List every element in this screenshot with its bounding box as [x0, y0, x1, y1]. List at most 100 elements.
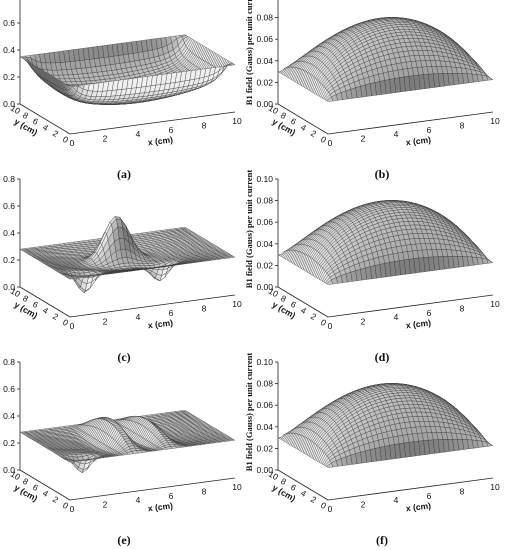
x-tick-label: 4 — [136, 312, 141, 322]
y-axis — [19, 103, 71, 135]
surface-mesh — [19, 34, 236, 105]
panel-caption: (c) — [117, 350, 130, 364]
panel-caption: (d) — [375, 350, 390, 364]
z-tick-label: 0.8 — [3, 0, 15, 1]
x-axis-label: x (cm) — [405, 317, 431, 330]
x-tick-label: 6 — [169, 125, 174, 135]
x-tick-label: 6 — [169, 308, 174, 318]
y-tick-label: 4 — [299, 122, 308, 133]
z-tick-label: 0.08 — [256, 13, 273, 23]
z-tick-label: 0.2 — [3, 438, 15, 448]
x-tick-label: 8 — [460, 303, 465, 313]
panel-caption: (a) — [117, 167, 131, 181]
x-tick-label: 8 — [202, 303, 207, 313]
x-tick-label: 4 — [136, 495, 141, 505]
x-tick-label: 0 — [70, 138, 75, 148]
surface-mesh — [277, 200, 494, 285]
z-tick-label: 0.0 — [3, 465, 15, 475]
x-axis-label: x (cm) — [147, 134, 173, 147]
y-tick-label: 6 — [31, 482, 40, 493]
y-tick-label: 0 — [61, 500, 70, 511]
surface-mesh — [19, 410, 236, 474]
z-tick-label: 0.6 — [3, 18, 15, 28]
z-tick-label: 0.06 — [256, 217, 273, 227]
z-tick-label: 0.04 — [256, 56, 273, 66]
z-tick-label: 0.10 — [256, 0, 273, 1]
x-tick-label: 6 — [427, 308, 432, 318]
y-tick-label: 10 — [9, 103, 22, 117]
z-tick-label: 0.0 — [3, 99, 15, 109]
x-tick-label: 8 — [460, 120, 465, 130]
z-tick-label: 0.04 — [256, 239, 273, 249]
z-tick-label: 0.02 — [256, 260, 273, 270]
z-tick-label: 0.00 — [256, 99, 273, 109]
surface-mesh — [277, 17, 494, 102]
x-tick-label: 8 — [202, 486, 207, 496]
z-tick-label: 0.4 — [3, 411, 15, 421]
y-tick-label: 4 — [41, 305, 50, 316]
y-axis — [19, 469, 71, 501]
y-tick-label: 0 — [61, 317, 70, 328]
x-axis-label: x (cm) — [405, 134, 431, 147]
z-tick-label: 0.8 — [3, 174, 15, 184]
y-tick-label: 2 — [51, 494, 60, 505]
y-tick-label: 10 — [9, 469, 22, 483]
y-tick-label: 2 — [309, 128, 318, 139]
x-axis — [69, 111, 236, 135]
y-tick-label: 2 — [51, 311, 60, 322]
y-tick-label: 8 — [279, 293, 288, 304]
z-tick-label: 0.10 — [256, 174, 273, 184]
y-tick-label: 6 — [31, 116, 40, 127]
y-axis — [277, 286, 329, 318]
y-tick-label: 0 — [61, 134, 70, 145]
z-tick-label: 0.4 — [3, 45, 15, 55]
y-axis — [19, 286, 71, 318]
x-tick-label: 4 — [394, 129, 399, 139]
z-axis-label: B1 field (Gauss) per unit current — [244, 0, 254, 105]
y-tick-label: 8 — [21, 476, 30, 487]
y-tick-label: 8 — [21, 110, 30, 121]
y-tick-label: 0 — [319, 134, 328, 145]
x-tick-label: 6 — [427, 125, 432, 135]
x-tick-label: 2 — [361, 317, 366, 327]
x-tick-label: 0 — [70, 321, 75, 331]
x-tick-label: 4 — [394, 312, 399, 322]
x-axis — [69, 477, 236, 501]
y-tick-label: 0 — [319, 317, 328, 328]
z-tick-label: 0.6 — [3, 384, 15, 394]
chart-panel-a: 0.0 0.2 0.4 0.6 0.8 B1 field (Gauss) per unit… — [0, 0, 258, 183]
x-tick-label: 10 — [490, 116, 500, 126]
chart-panel-c: 0.00.20.40.60.8B1 field (Gauss) per unit… — [0, 174, 258, 366]
surface-cell — [486, 75, 494, 81]
z-tick-label: 0.4 — [3, 228, 15, 238]
z-tick-label: 0.08 — [256, 196, 273, 206]
x-tick-label: 8 — [202, 120, 207, 130]
surface-plot-c: 0.00.20.40.60.8B1 field (Gauss) per unit… — [3, 174, 242, 364]
x-axis — [327, 294, 494, 318]
x-tick-label: 10 — [232, 482, 242, 492]
y-tick-label: 4 — [41, 488, 50, 499]
x-tick-label: 10 — [232, 299, 242, 309]
y-tick-label: 4 — [41, 122, 50, 133]
y-tick-label: 8 — [279, 110, 288, 121]
y-axis — [277, 103, 329, 135]
y-tick-label: 4 — [299, 305, 308, 316]
x-tick-label: 6 — [169, 491, 174, 501]
z-tick-label: 0.02 — [256, 77, 273, 87]
surface-plot-e: 0.00.20.40.60.8B1 field (Gauss) per unit… — [3, 357, 242, 547]
y-tick-label: 6 — [31, 299, 40, 310]
z-tick-label: 0.2 — [3, 72, 15, 82]
x-tick-label: 10 — [232, 116, 242, 126]
z-tick-label: 0.6 — [3, 201, 15, 211]
y-tick-label: 10 — [267, 286, 280, 300]
z-axis-label: B1 field (Gauss) per unit current — [244, 170, 254, 289]
x-tick-label: 10 — [490, 299, 500, 309]
x-axis-label: x (cm) — [147, 317, 173, 330]
chart-panel-d: 0.00 0.02 0.04 0.06 0.08 0.10 B1 field (Gauss)… — [244, 170, 516, 366]
z-tick-label: 0.8 — [3, 357, 15, 367]
surface-cell — [228, 256, 236, 259]
y-tick-label: 10 — [267, 103, 280, 117]
